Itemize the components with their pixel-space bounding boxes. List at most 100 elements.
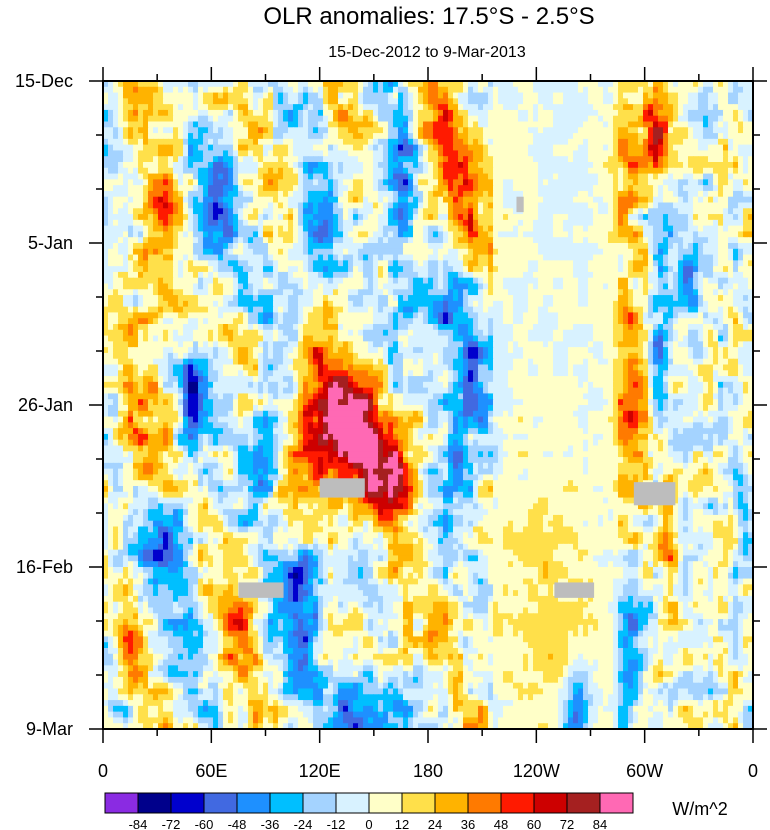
- field-cell: [318, 243, 324, 250]
- field-cell: [378, 162, 384, 169]
- field-cell: [558, 254, 564, 261]
- field-cell: [483, 202, 489, 209]
- field-cell: [148, 156, 154, 163]
- field-cell: [303, 214, 309, 221]
- field-cell: [743, 173, 749, 180]
- field-cell: [108, 167, 114, 175]
- field-cell: [303, 271, 309, 279]
- field-cell: [238, 208, 244, 215]
- field-cell: [318, 109, 324, 117]
- field-cell: [588, 109, 594, 117]
- field-cell: [413, 133, 419, 140]
- field-cell: [678, 214, 684, 221]
- field-cell: [188, 271, 194, 279]
- field-cell: [318, 300, 324, 308]
- field-cell: [428, 289, 434, 296]
- field-cell: [438, 167, 444, 175]
- field-cell: [583, 86, 589, 94]
- field-cell: [693, 295, 699, 302]
- field-cell: [738, 144, 744, 152]
- field-cell: [518, 86, 524, 94]
- field-cell: [298, 202, 304, 209]
- field-cell: [708, 115, 714, 123]
- field-cell: [513, 254, 519, 261]
- field-cell: [403, 254, 409, 261]
- field-cell: [278, 237, 284, 244]
- field-cell: [598, 133, 604, 140]
- field-cell: [708, 266, 714, 273]
- field-cell: [523, 231, 529, 238]
- field-cell: [663, 237, 669, 244]
- field-cell: [683, 237, 689, 244]
- field-cell: [613, 225, 619, 233]
- field-cell: [438, 92, 444, 99]
- field-cell: [193, 277, 199, 285]
- field-cell: [123, 92, 129, 99]
- field-cell: [258, 86, 264, 94]
- field-cell: [453, 98, 459, 105]
- field-cell: [583, 277, 589, 285]
- field-cell: [303, 98, 309, 105]
- field-cell: [233, 260, 239, 267]
- field-cell: [203, 121, 209, 128]
- field-cell: [228, 162, 234, 169]
- field-cell: [328, 225, 334, 233]
- field-cell: [278, 225, 284, 233]
- field-cell: [498, 202, 504, 209]
- field-cell: [313, 138, 319, 146]
- field-cell: [298, 283, 304, 290]
- field-cell: [453, 225, 459, 233]
- field-cell: [488, 260, 494, 267]
- field-cell: [478, 127, 484, 134]
- field-cell: [338, 138, 344, 146]
- field-cell: [258, 260, 264, 267]
- field-cell: [258, 138, 264, 146]
- field-cell: [618, 167, 624, 175]
- field-cell: [108, 266, 114, 273]
- field-cell: [308, 144, 314, 152]
- field-cell: [208, 133, 214, 140]
- field-cell: [743, 271, 749, 279]
- field-cell: [603, 190, 609, 198]
- field-cell: [168, 202, 174, 209]
- field-cell: [583, 254, 589, 261]
- field-cell: [643, 162, 649, 169]
- field-cell: [403, 167, 409, 175]
- field-cell: [168, 266, 174, 273]
- field-cell: [568, 243, 574, 250]
- field-cell: [653, 283, 659, 290]
- field-cell: [708, 237, 714, 244]
- field-cell: [298, 225, 304, 233]
- field-cell: [158, 225, 164, 233]
- field-cell: [218, 219, 224, 227]
- field-cell: [483, 98, 489, 105]
- field-cell: [683, 295, 689, 302]
- field-cell: [478, 104, 484, 111]
- field-cell: [353, 98, 359, 105]
- field-cell: [143, 231, 149, 238]
- field-cell: [698, 167, 704, 175]
- field-cell: [193, 109, 199, 117]
- field-cell: [733, 254, 739, 261]
- field-cell: [633, 109, 639, 117]
- field-cell: [423, 133, 429, 140]
- field-cell: [648, 115, 654, 123]
- field-cell: [318, 150, 324, 157]
- field-cell: [153, 208, 159, 215]
- field-cell: [473, 173, 479, 180]
- field-cell: [313, 225, 319, 233]
- field-cell: [128, 219, 134, 227]
- field-cell: [608, 127, 614, 134]
- field-cell: [378, 156, 384, 163]
- field-cell: [528, 248, 534, 256]
- field-cell: [113, 237, 119, 244]
- field-cell: [148, 138, 154, 146]
- field-cell: [313, 150, 319, 157]
- field-cell: [133, 277, 139, 285]
- field-cell: [338, 81, 344, 88]
- field-cell: [513, 127, 519, 134]
- field-cell: [523, 208, 529, 215]
- field-cell: [188, 202, 194, 209]
- field-cell: [433, 271, 439, 279]
- field-cell: [263, 300, 269, 308]
